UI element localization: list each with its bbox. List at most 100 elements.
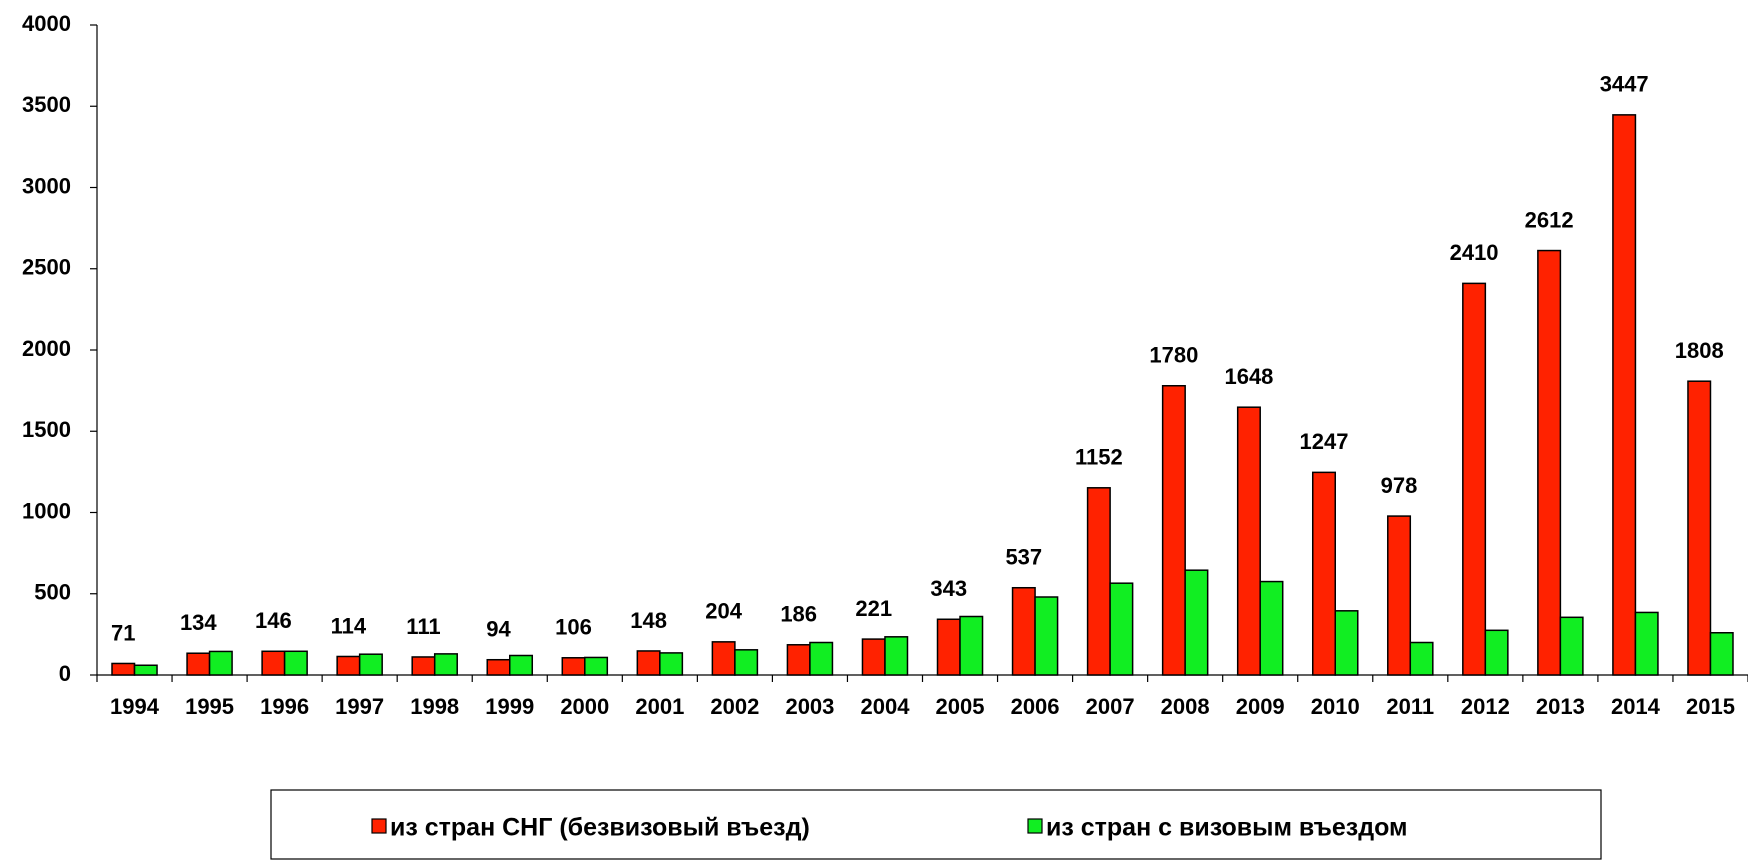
bar xyxy=(358,653,383,676)
data-label: 106 xyxy=(555,615,592,640)
bar xyxy=(884,636,909,676)
bar xyxy=(1236,406,1261,676)
y-tick-label: 500 xyxy=(34,580,71,605)
data-label: 71 xyxy=(111,620,135,645)
bar xyxy=(561,657,586,676)
legend-swatch xyxy=(1027,818,1043,834)
bar xyxy=(208,650,233,676)
x-tick-label: 2007 xyxy=(1086,694,1135,719)
bar xyxy=(186,652,211,676)
y-tick-label: 0 xyxy=(59,661,71,686)
x-tick-label: 2000 xyxy=(560,694,609,719)
bar xyxy=(1034,596,1059,676)
x-tick-label: 2012 xyxy=(1461,694,1510,719)
x-tick-label: 1994 xyxy=(110,694,160,719)
bar xyxy=(1409,641,1434,676)
bar xyxy=(636,650,661,676)
data-label: 1780 xyxy=(1149,343,1198,368)
data-label: 3447 xyxy=(1600,72,1649,97)
bar xyxy=(1537,249,1562,676)
x-tick-label: 1995 xyxy=(185,694,234,719)
x-tick-label: 2004 xyxy=(861,694,911,719)
bar xyxy=(584,656,609,676)
bar xyxy=(1634,611,1659,676)
bar xyxy=(711,641,736,676)
y-tick-label: 4000 xyxy=(22,11,71,36)
bar xyxy=(1184,569,1209,676)
bar xyxy=(734,649,759,676)
bar xyxy=(936,618,961,676)
data-label: 1152 xyxy=(1075,445,1123,470)
bar xyxy=(433,653,458,676)
x-tick-label: 2010 xyxy=(1311,694,1360,719)
data-label: 343 xyxy=(930,576,967,601)
bar xyxy=(786,644,811,676)
data-label: 148 xyxy=(630,608,667,633)
bar xyxy=(1612,114,1637,676)
bar xyxy=(861,638,886,676)
x-tick-label: 2009 xyxy=(1236,694,1285,719)
bar xyxy=(1484,629,1509,676)
data-label: 978 xyxy=(1381,473,1418,498)
x-tick-label: 2015 xyxy=(1686,694,1735,719)
bar xyxy=(1311,471,1336,676)
data-label: 111 xyxy=(406,614,440,639)
bar xyxy=(809,641,834,676)
bar xyxy=(1161,385,1186,676)
data-label: 221 xyxy=(855,596,892,621)
bar xyxy=(1334,610,1359,676)
bar xyxy=(1387,515,1412,676)
bar xyxy=(111,662,136,676)
data-label: 2612 xyxy=(1525,207,1574,232)
data-label: 1247 xyxy=(1300,429,1349,454)
data-label: 146 xyxy=(255,608,292,633)
legend-box xyxy=(270,789,1602,860)
data-label: 186 xyxy=(780,602,817,627)
bar xyxy=(1462,282,1487,676)
x-tick-label: 2008 xyxy=(1161,694,1210,719)
x-tick-label: 2013 xyxy=(1536,694,1585,719)
y-tick-label: 1500 xyxy=(22,417,71,442)
x-tick-label: 1999 xyxy=(485,694,534,719)
x-tick-label: 2006 xyxy=(1011,694,1060,719)
bar xyxy=(1086,487,1111,676)
legend-swatch xyxy=(371,818,387,834)
data-label: 1808 xyxy=(1675,338,1724,363)
data-label: 1648 xyxy=(1224,364,1273,389)
y-tick-label: 3500 xyxy=(22,92,71,117)
x-tick-label: 2014 xyxy=(1611,694,1661,719)
x-tick-label: 1996 xyxy=(260,694,309,719)
bar xyxy=(133,664,158,676)
x-tick-label: 2003 xyxy=(785,694,834,719)
x-tick-label: 2005 xyxy=(936,694,985,719)
bar xyxy=(1011,586,1036,676)
bar xyxy=(283,650,308,676)
legend-label: из стран СНГ (безвизовый въезд) xyxy=(390,814,810,842)
x-tick-label: 2001 xyxy=(635,694,684,719)
bar xyxy=(1709,632,1734,676)
y-tick-label: 2500 xyxy=(22,255,71,280)
data-label: 134 xyxy=(180,610,217,635)
bar xyxy=(1259,580,1284,676)
data-label: 204 xyxy=(705,599,742,624)
bar xyxy=(1109,582,1134,676)
data-label: 94 xyxy=(486,617,511,642)
bar xyxy=(486,658,511,676)
legend-label: из стран с визовым въездом xyxy=(1046,814,1408,842)
y-tick-label: 2000 xyxy=(22,336,71,361)
data-label: 537 xyxy=(1005,545,1042,570)
x-tick-label: 2011 xyxy=(1386,694,1434,719)
y-tick-label: 3000 xyxy=(22,173,71,198)
data-label: 114 xyxy=(331,613,367,638)
x-tick-label: 1997 xyxy=(335,694,384,719)
bar xyxy=(411,656,436,676)
bar xyxy=(1687,380,1712,676)
bar xyxy=(1559,616,1584,676)
bar xyxy=(261,650,286,676)
x-tick-label: 1998 xyxy=(410,694,459,719)
data-label: 2410 xyxy=(1450,240,1499,265)
bar xyxy=(659,652,684,676)
x-tick-label: 2002 xyxy=(710,694,759,719)
bar xyxy=(959,615,984,676)
